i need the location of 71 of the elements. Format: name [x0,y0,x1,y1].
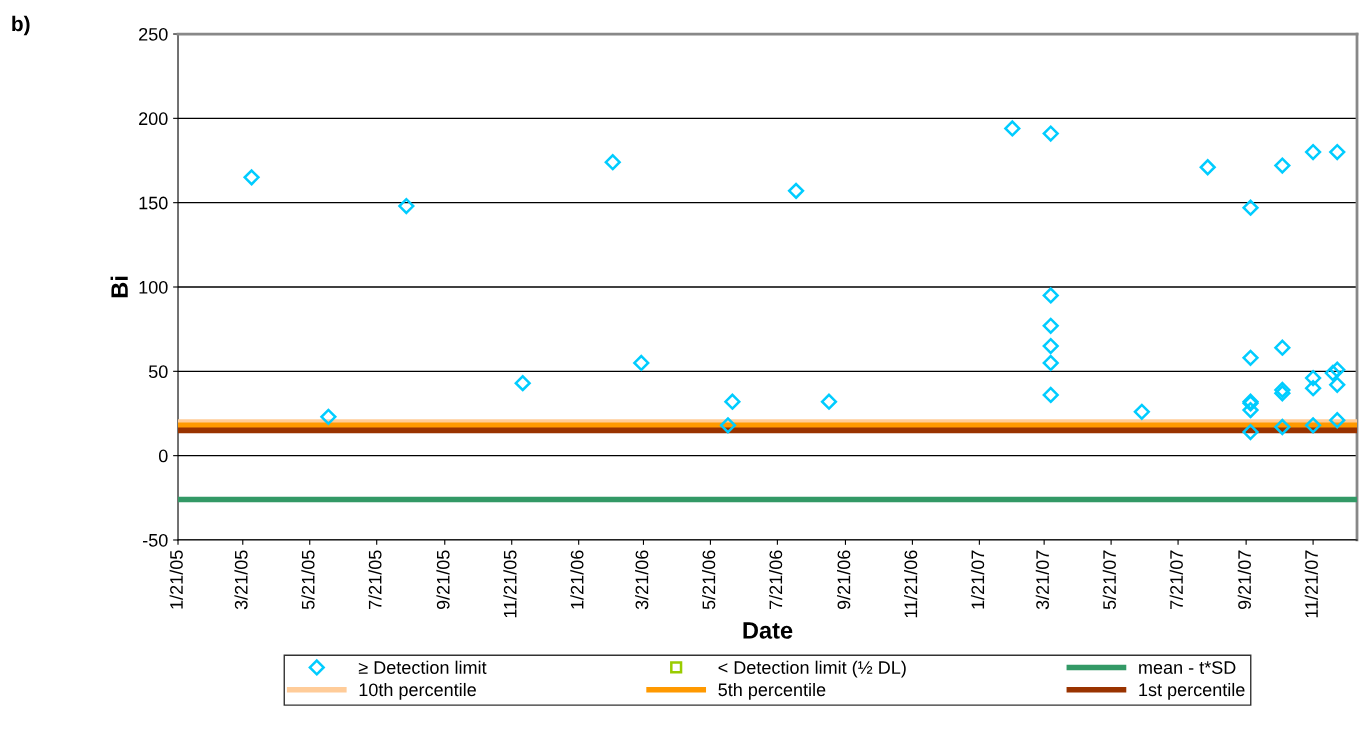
legend-label: mean - t*SD [1139,661,1236,674]
y-tick-label: -50 [142,533,168,547]
point [1304,380,1322,397]
x-tick-label: 9/21/06 [837,550,851,610]
x-tick-label: 3/21/05 [234,550,248,610]
point [1324,364,1341,382]
point [1329,143,1346,161]
x-tick-label: 5/21/06 [702,550,716,610]
x-tick-label: 3/21/07 [1035,550,1049,610]
x-tick-label: 1/21/07 [970,550,985,609]
point [1133,403,1150,420]
point [1042,386,1059,404]
x-tick-label: 9/21/07 [1237,550,1251,610]
point [1004,120,1021,137]
point [820,393,838,410]
point [1242,401,1259,419]
point [1329,376,1346,393]
y-tick-label: 50 [148,365,168,379]
point [243,169,260,186]
point [1274,339,1291,356]
y-tick-label: 0 [158,449,168,463]
x-tick-label: 1/21/06 [570,550,584,609]
point [1304,369,1322,387]
x-tick-label: 11/21/06 [903,550,918,618]
x-tick-label: 11/21/07 [1304,550,1318,618]
point [1042,337,1059,355]
point [1042,354,1059,372]
point [1274,157,1291,174]
point [1304,417,1322,434]
point [1329,361,1346,378]
x-tick-label: 1/21/05 [169,550,183,609]
point [1242,199,1259,216]
x-tick-label: 3/21/06 [635,550,649,610]
x-tick-label: 7/21/05 [368,550,382,610]
point [320,408,337,425]
x-tick-label: 5/21/05 [301,550,315,610]
point [398,197,415,215]
x-tick-label: 5/21/07 [1102,550,1116,610]
point [787,182,805,199]
point [719,417,737,434]
x-tick-label: 11/21/05 [503,550,517,618]
point [1274,385,1291,402]
y-tick-label: 150 [139,196,168,210]
point [724,393,741,410]
point [1199,159,1216,176]
point [1042,317,1059,334]
legend-label: 5th percentile [718,682,826,700]
point [604,154,621,171]
point [1042,287,1059,304]
point [1329,412,1346,429]
point [514,375,531,392]
y-tick-label: 250 [139,27,168,41]
legend-label: ≥ Detection limit [358,660,487,674]
x-tick-label: 9/21/05 [436,550,450,610]
text: b) [12,15,30,36]
legend-label: 10th percentile [359,682,476,700]
x-tick-label: 7/21/07 [1169,550,1183,610]
legend-label: < Detection limit (½ DL) [718,660,906,678]
legend-label: 1st percentile [1139,682,1245,700]
x-axis-title: Date [743,622,793,639]
y-tick-label: 100 [139,280,168,294]
y-axis-title: Bi [110,276,128,298]
point [1242,349,1259,366]
x-tick-label: 7/21/06 [768,550,783,610]
point [1274,418,1291,436]
point [1304,143,1322,161]
point [1242,423,1259,441]
point [1042,125,1059,142]
point [633,354,650,372]
y-tick-label: 200 [139,112,168,126]
point [1274,381,1291,398]
